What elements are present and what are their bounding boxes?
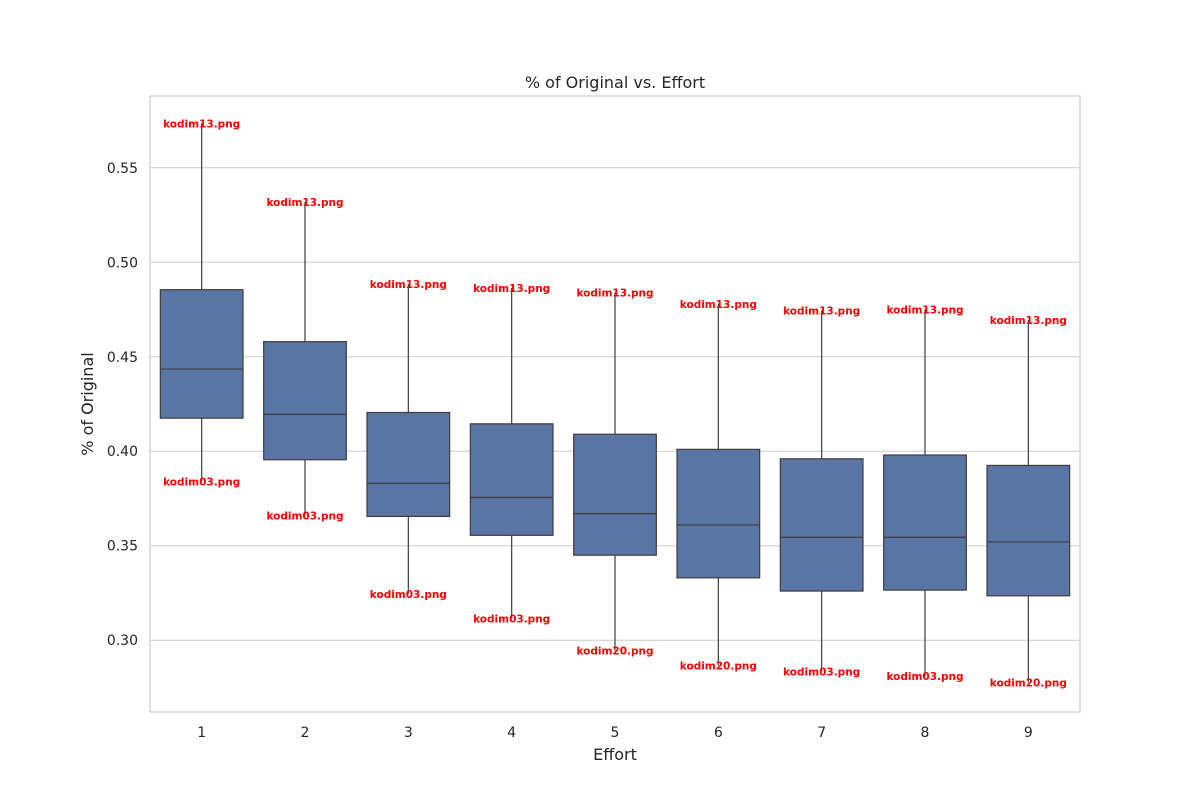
x-tick-label: 7	[817, 725, 826, 741]
box-iqr	[779, 458, 864, 592]
y-tick-label: 0.45	[107, 350, 138, 366]
annotation-label: kodim03.png	[266, 510, 343, 522]
annotation-label: kodim13.png	[370, 279, 447, 291]
y-tick-label: 0.55	[107, 161, 138, 177]
y-tick-labels: 0.30 0.35 0.40 0.45 0.50 0.55	[107, 161, 138, 649]
x-axis-label: Effort	[593, 745, 637, 764]
annotation-label: kodim13.png	[473, 283, 550, 295]
annotation-label: kodim13.png	[886, 305, 963, 317]
x-tick-label: 4	[507, 725, 516, 741]
y-axis-label: % of Original	[78, 352, 97, 455]
annotation-label: kodim20.png	[576, 646, 653, 658]
annotation-label: kodim13.png	[990, 315, 1067, 327]
box-iqr	[986, 464, 1071, 597]
y-tick-label: 0.35	[107, 539, 138, 555]
annotation-label: kodim13.png	[576, 288, 653, 300]
box-5	[573, 292, 657, 651]
x-tick-label: 3	[404, 725, 413, 741]
box-iqr	[263, 341, 347, 461]
box-3	[366, 284, 451, 594]
x-tick-label: 8	[921, 725, 930, 741]
y-tick-label: 0.30	[107, 633, 138, 649]
y-tick-label: 0.40	[107, 444, 138, 460]
annotation-label: kodim20.png	[680, 661, 757, 673]
box-8	[883, 309, 967, 677]
annotation-label: kodim03.png	[163, 476, 240, 488]
annotation-label: kodim13.png	[680, 299, 757, 311]
x-tick-labels: 1 2 3 4 5 6 7 8 9	[197, 725, 1033, 741]
annotation-label: kodim03.png	[473, 613, 550, 625]
box-iqr	[469, 423, 554, 536]
box-9	[986, 319, 1071, 683]
annotation-label: kodim13.png	[783, 305, 860, 317]
x-tick-label: 5	[611, 725, 620, 741]
box-iqr	[159, 289, 244, 419]
box-iqr	[676, 448, 761, 579]
x-tick-label: 2	[301, 725, 310, 741]
box-iqr	[573, 433, 657, 556]
box-1	[159, 123, 244, 482]
chart-title: % of Original vs. Effort	[525, 73, 705, 92]
box-7	[779, 310, 864, 672]
annotation-label: kodim03.png	[886, 671, 963, 683]
box-iqr	[883, 454, 967, 591]
annotation-label: kodim13.png	[266, 197, 343, 209]
annotation-label: kodim03.png	[783, 666, 860, 678]
box-6	[676, 303, 761, 666]
x-tick-label: 6	[714, 725, 723, 741]
y-tick-label: 0.50	[107, 255, 138, 271]
annotation-label: kodim20.png	[990, 678, 1067, 690]
annotation-label: kodim13.png	[163, 118, 240, 130]
annotations: kodim13.png kodim03.png kodim13.png kodim03…	[163, 118, 1067, 689]
plot-frame	[149, 95, 1081, 713]
x-tick-label: 9	[1024, 725, 1033, 741]
box-4	[469, 287, 554, 619]
annotation-label: kodim03.png	[370, 589, 447, 601]
box-2	[263, 201, 347, 516]
boxes	[159, 123, 1071, 683]
box-iqr	[366, 411, 451, 518]
x-tick-label: 1	[197, 725, 206, 741]
